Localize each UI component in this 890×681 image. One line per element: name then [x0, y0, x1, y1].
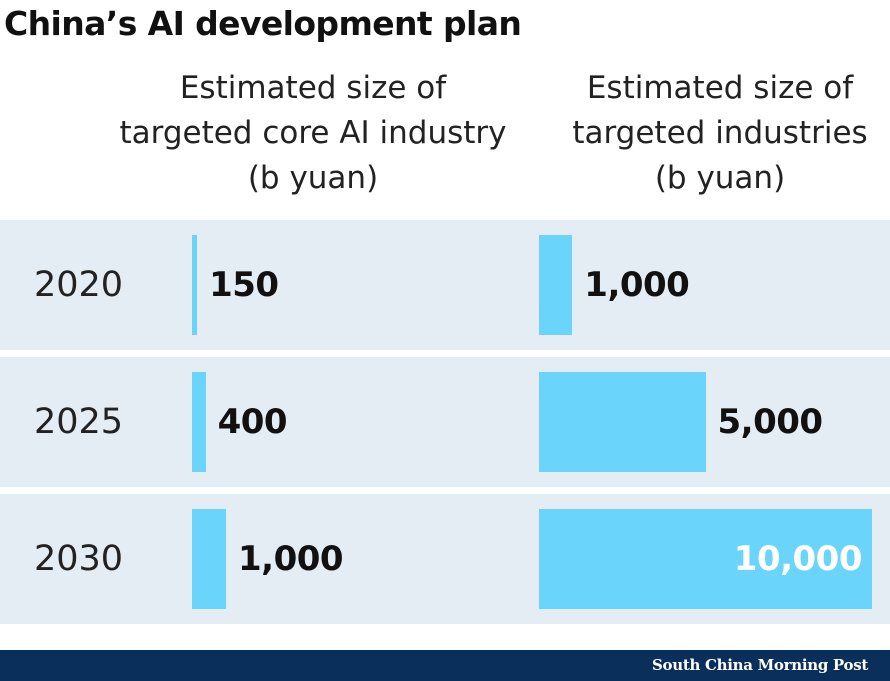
header-line: targeted industries: [572, 115, 868, 151]
header-line: targeted core AI industry: [119, 115, 507, 151]
value-label-core-ai: 1,000: [238, 539, 344, 579]
value-label-targeted-industries: 5,000: [717, 402, 824, 442]
bar-core-ai: [192, 509, 226, 609]
bar-targeted-industries: [539, 235, 573, 335]
bar-targeted-industries: [539, 372, 706, 472]
year-label: 2025: [34, 402, 124, 442]
header-core-ai-industry: Estimated size of targeted core AI indus…: [98, 66, 528, 201]
header-targeted-industries: Estimated size of targeted industries (b…: [552, 66, 888, 201]
year-label: 2030: [34, 539, 124, 579]
footer-bar: South China Morning Post: [0, 650, 890, 681]
chart-row: 2030 1,000 10,000: [0, 494, 890, 624]
header-line: Estimated size of: [179, 70, 447, 106]
chart-row: 2025 400 5,000: [0, 357, 890, 487]
header-line: (b yuan): [654, 160, 786, 196]
chart-title: China’s AI development plan: [4, 4, 522, 43]
value-label-core-ai: 400: [217, 402, 288, 442]
value-label-targeted-industries: 10,000: [733, 539, 863, 579]
header-line: Estimated size of: [586, 70, 854, 106]
bar-core-ai: [192, 235, 198, 335]
value-label-core-ai: 150: [209, 265, 279, 305]
value-label-targeted-industries: 1,000: [584, 265, 690, 305]
header-line: (b yuan): [247, 160, 379, 196]
brand-logo: South China Morning Post: [652, 656, 868, 674]
bar-targeted-industries: [539, 509, 872, 609]
year-label: 2020: [34, 265, 124, 305]
chart-row: 2020 150 1,000: [0, 220, 890, 350]
bar-core-ai: [192, 372, 206, 472]
